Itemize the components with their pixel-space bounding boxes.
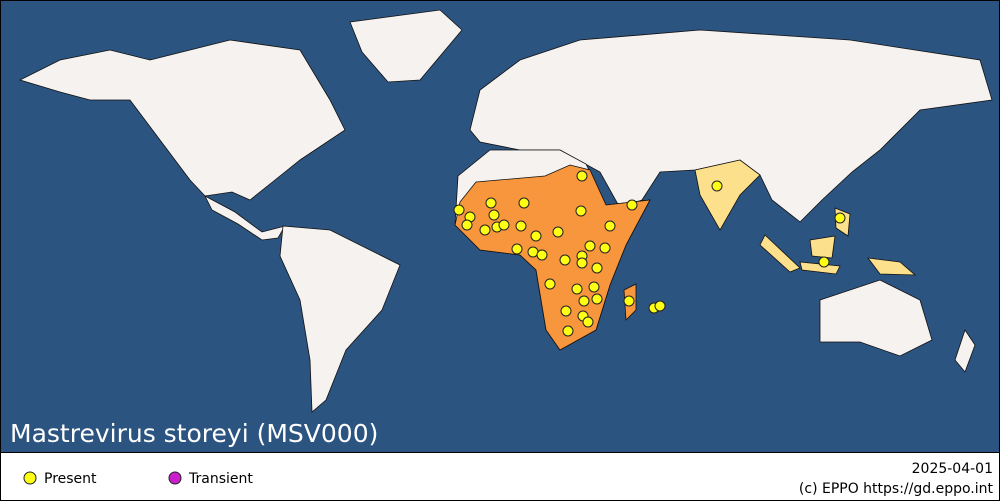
legend-present: Present [44, 471, 97, 487]
legend-box [0, 452, 1000, 501]
legend-transient: Transient [188, 471, 253, 487]
legend-present-symbol [23, 471, 37, 485]
map-credit: (c) EPPO https://gd.eppo.int [799, 481, 994, 497]
map-date: 2025-04-01 [912, 461, 993, 477]
legend-transient-symbol [168, 471, 182, 485]
presence-markers [453, 170, 846, 337]
present-regions [454, 159, 917, 351]
map-title: Mastrevirus storeyi (MSV000) [10, 419, 378, 448]
